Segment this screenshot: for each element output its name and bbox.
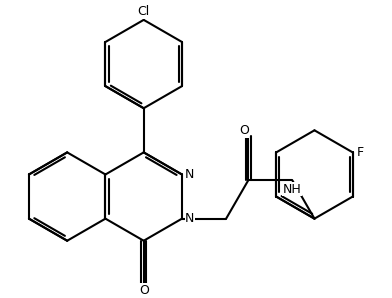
Text: O: O <box>139 284 149 297</box>
Text: F: F <box>357 146 364 159</box>
Text: Cl: Cl <box>138 5 150 18</box>
Text: NH: NH <box>283 183 302 196</box>
Text: N: N <box>185 212 194 225</box>
Text: N: N <box>185 168 194 181</box>
Text: O: O <box>239 125 249 137</box>
